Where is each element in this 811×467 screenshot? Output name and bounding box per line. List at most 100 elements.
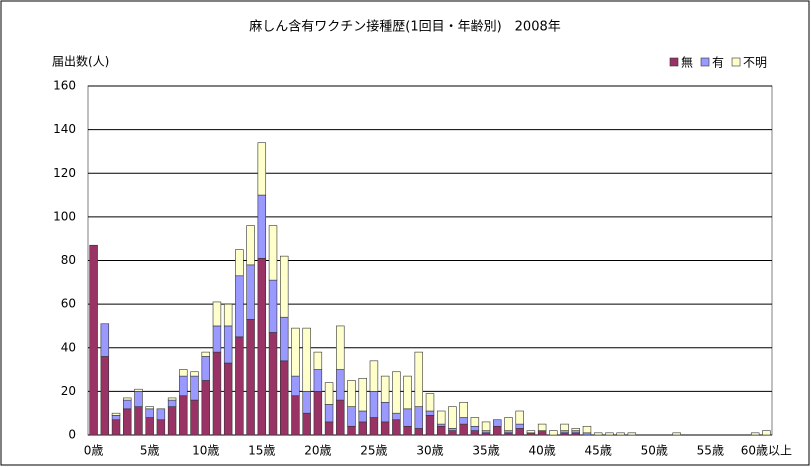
y-tick-label: 140 bbox=[53, 122, 76, 136]
y-tick-label: 100 bbox=[53, 209, 76, 223]
bar-segment bbox=[571, 428, 580, 431]
bar-segment bbox=[504, 430, 513, 434]
y-axis-label: 届出数(人) bbox=[52, 54, 109, 69]
bar-segment bbox=[515, 410, 524, 425]
bar-segment bbox=[302, 391, 311, 414]
bar-segment bbox=[593, 432, 603, 436]
bar-segment bbox=[134, 391, 143, 407]
bar-segment bbox=[414, 428, 424, 436]
bar-segment bbox=[280, 360, 289, 436]
bar-segment bbox=[425, 415, 435, 436]
x-tick-label: 25歳 bbox=[360, 444, 387, 458]
bar-segment bbox=[526, 432, 536, 436]
bar-segment bbox=[537, 423, 547, 431]
bar-segment bbox=[459, 417, 468, 425]
bar-segment bbox=[302, 327, 311, 392]
bar-segment bbox=[190, 375, 199, 401]
bar-segment bbox=[369, 391, 379, 418]
x-tick-label: 20歳 bbox=[304, 444, 331, 458]
y-tick-label: 80 bbox=[61, 253, 76, 267]
bar-segment bbox=[560, 430, 569, 434]
bar-segment bbox=[324, 404, 334, 423]
bar-segment bbox=[504, 417, 513, 431]
legend-label: 有 bbox=[712, 56, 724, 70]
bar-segment bbox=[448, 428, 457, 431]
bar-segment bbox=[380, 401, 390, 423]
bar-segment bbox=[190, 399, 199, 436]
bar-segment bbox=[672, 432, 681, 436]
bar-segment bbox=[481, 430, 491, 434]
bar-segment bbox=[111, 419, 121, 436]
bar-segment bbox=[313, 369, 323, 392]
bar-segment bbox=[470, 430, 480, 436]
bar-segment bbox=[358, 377, 367, 412]
bar-segment bbox=[268, 279, 278, 333]
x-tick-label: 30歳 bbox=[416, 444, 443, 458]
legend-label: 無 bbox=[681, 55, 693, 70]
bar-segment bbox=[246, 264, 255, 320]
x-tick-label: 45歳 bbox=[585, 444, 612, 458]
bar-segment bbox=[403, 375, 412, 410]
bar-segment bbox=[291, 327, 300, 377]
bar-segment bbox=[347, 406, 356, 427]
bar-segment bbox=[425, 393, 435, 412]
bar-segment bbox=[336, 369, 345, 401]
bar-segment bbox=[448, 406, 457, 429]
bar-segment bbox=[369, 417, 379, 436]
x-tick-label: 40歳 bbox=[528, 444, 555, 458]
bar-segment bbox=[235, 275, 244, 338]
bar-segment bbox=[560, 432, 569, 436]
bar-segment bbox=[223, 303, 233, 327]
bar-segment bbox=[212, 351, 222, 436]
bar-segment bbox=[504, 432, 513, 436]
bar-segment bbox=[750, 432, 760, 436]
bar-segment bbox=[123, 408, 132, 436]
x-tick-label: 55歳 bbox=[697, 444, 724, 458]
x-tick-label: 60歳以上 bbox=[741, 444, 792, 458]
bar-segment bbox=[436, 410, 446, 425]
bar-segment bbox=[280, 255, 289, 318]
bar-segment bbox=[291, 375, 300, 397]
bar-segment bbox=[392, 419, 401, 436]
bar-segment bbox=[605, 432, 614, 436]
bar-segment bbox=[100, 356, 110, 436]
bar-segment bbox=[201, 380, 210, 436]
bar-segment bbox=[291, 395, 300, 436]
bar-segment bbox=[403, 408, 412, 427]
bar-segment bbox=[627, 432, 637, 436]
bar-segment bbox=[246, 319, 255, 436]
bar-segment bbox=[358, 421, 367, 436]
bar-segment bbox=[280, 316, 289, 362]
x-tick-label: 15歳 bbox=[248, 444, 275, 458]
y-tick-label: 160 bbox=[53, 79, 76, 93]
bar-segment bbox=[436, 425, 446, 436]
bar-segment bbox=[100, 323, 110, 357]
bar-segment bbox=[324, 421, 334, 436]
bar-segment bbox=[459, 423, 468, 436]
bar-segment bbox=[123, 397, 132, 401]
bar-segment bbox=[470, 417, 480, 427]
bar-segment bbox=[537, 430, 547, 436]
bar-segment bbox=[582, 425, 592, 434]
legend-swatch bbox=[731, 57, 741, 67]
bar-segment bbox=[347, 380, 356, 407]
bar-segment bbox=[436, 423, 446, 427]
x-tick-label: 35歳 bbox=[472, 444, 499, 458]
bar-segment bbox=[380, 375, 390, 403]
bar-segment bbox=[380, 421, 390, 436]
y-tick-label: 120 bbox=[53, 166, 76, 180]
bar-segment bbox=[549, 430, 558, 436]
bar-segment bbox=[515, 423, 524, 429]
bar-segment bbox=[571, 430, 580, 434]
bar-segment bbox=[212, 325, 222, 353]
bar-segment bbox=[212, 301, 222, 327]
bar-segment bbox=[336, 325, 345, 370]
bar-segment bbox=[223, 362, 233, 436]
bar-segment bbox=[179, 375, 188, 397]
bar-segment bbox=[526, 430, 536, 434]
bar-segment bbox=[459, 401, 468, 418]
x-tick-label: 50歳 bbox=[641, 444, 668, 458]
x-tick-label: 0歳 bbox=[84, 444, 104, 458]
bar-segment bbox=[515, 428, 524, 436]
